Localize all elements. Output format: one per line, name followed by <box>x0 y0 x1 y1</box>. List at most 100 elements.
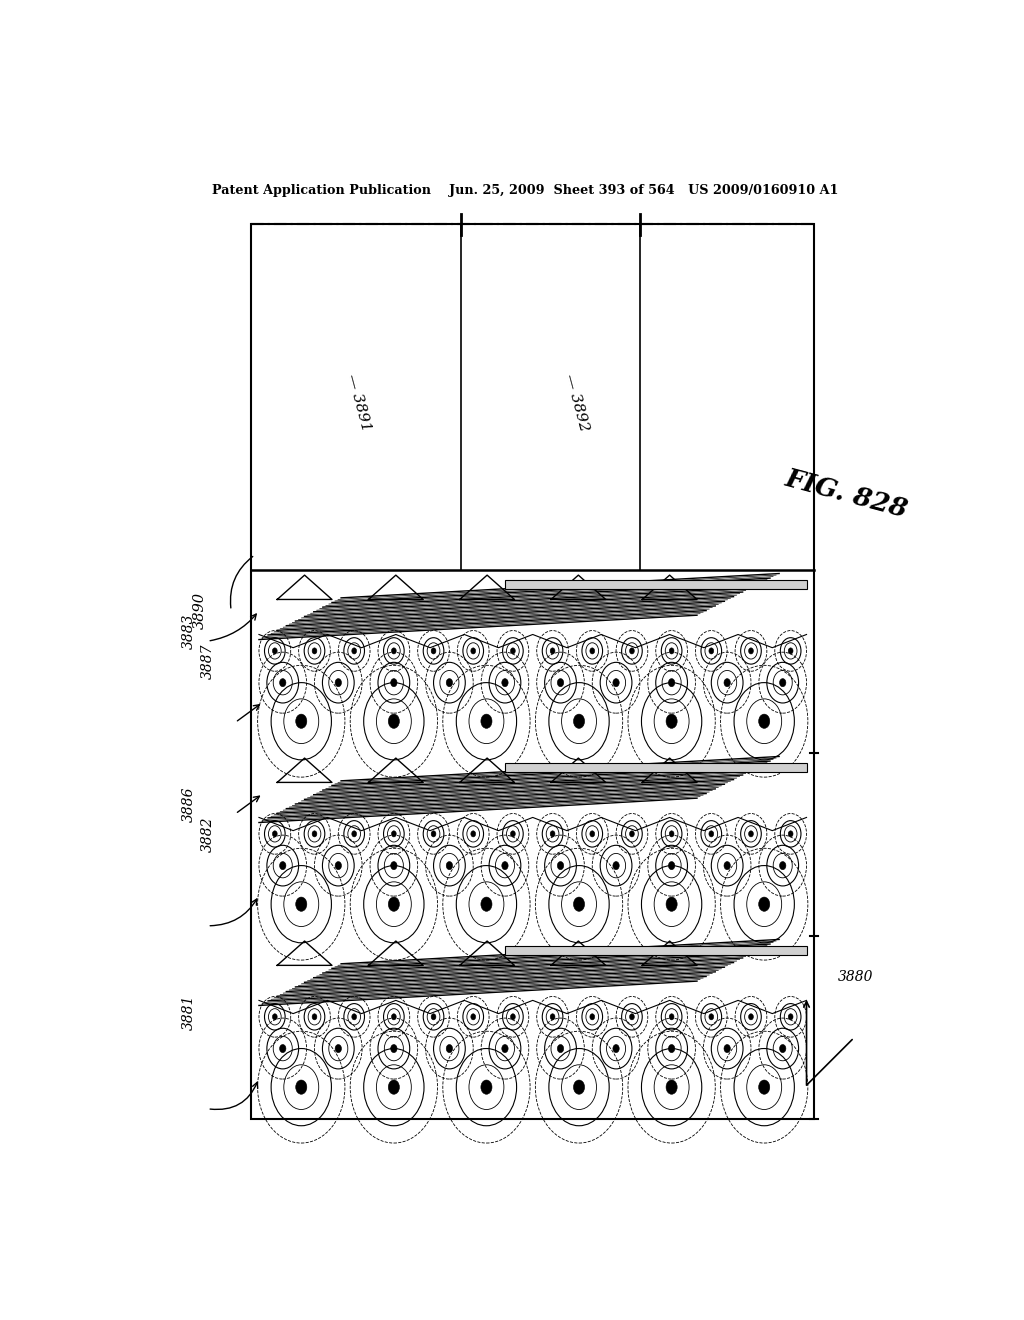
Circle shape <box>557 1044 563 1052</box>
Text: 3883: 3883 <box>181 614 196 648</box>
Circle shape <box>352 648 356 653</box>
Circle shape <box>630 648 634 653</box>
Circle shape <box>272 648 278 653</box>
Circle shape <box>471 648 475 653</box>
Circle shape <box>759 1080 770 1094</box>
Circle shape <box>446 678 453 686</box>
Circle shape <box>272 830 278 837</box>
Bar <box>506 763 807 772</box>
Circle shape <box>431 648 436 653</box>
Circle shape <box>388 1080 399 1094</box>
Circle shape <box>709 1014 714 1020</box>
Circle shape <box>335 1044 341 1052</box>
Text: — 3891: — 3891 <box>344 372 373 433</box>
Circle shape <box>669 1044 675 1052</box>
Circle shape <box>749 648 754 653</box>
Circle shape <box>779 1044 785 1052</box>
Circle shape <box>471 1014 475 1020</box>
Circle shape <box>779 678 785 686</box>
Circle shape <box>670 830 674 837</box>
Circle shape <box>788 1014 793 1020</box>
Circle shape <box>352 1014 356 1020</box>
Circle shape <box>759 898 770 911</box>
Circle shape <box>590 1014 595 1020</box>
Circle shape <box>280 678 286 686</box>
Circle shape <box>709 830 714 837</box>
Circle shape <box>573 714 585 729</box>
Circle shape <box>666 898 677 911</box>
Circle shape <box>669 862 675 870</box>
Circle shape <box>779 862 785 870</box>
Circle shape <box>391 1044 397 1052</box>
Circle shape <box>557 862 563 870</box>
Circle shape <box>511 648 515 653</box>
Circle shape <box>391 862 397 870</box>
Circle shape <box>280 1044 286 1052</box>
Circle shape <box>573 1080 585 1094</box>
Circle shape <box>613 1044 620 1052</box>
Text: 3886: 3886 <box>181 787 196 821</box>
Circle shape <box>471 830 475 837</box>
Circle shape <box>391 678 397 686</box>
Circle shape <box>550 1014 555 1020</box>
Circle shape <box>669 678 675 686</box>
Circle shape <box>481 1080 492 1094</box>
Circle shape <box>481 898 492 911</box>
Circle shape <box>446 1044 453 1052</box>
Text: 3881: 3881 <box>181 994 196 1030</box>
Circle shape <box>296 898 307 911</box>
Circle shape <box>709 648 714 653</box>
Circle shape <box>502 862 508 870</box>
Circle shape <box>749 1014 754 1020</box>
Circle shape <box>388 714 399 729</box>
Circle shape <box>502 678 508 686</box>
Circle shape <box>391 1014 396 1020</box>
Circle shape <box>391 830 396 837</box>
Circle shape <box>590 830 595 837</box>
Circle shape <box>431 830 436 837</box>
Circle shape <box>312 648 316 653</box>
Text: — 3892: — 3892 <box>562 372 591 433</box>
Circle shape <box>446 862 453 870</box>
Circle shape <box>557 678 563 686</box>
Bar <box>506 946 807 954</box>
Circle shape <box>335 862 341 870</box>
Circle shape <box>724 1044 730 1052</box>
Circle shape <box>670 1014 674 1020</box>
Circle shape <box>788 830 793 837</box>
Circle shape <box>550 648 555 653</box>
Circle shape <box>272 1014 278 1020</box>
Circle shape <box>502 1044 508 1052</box>
Circle shape <box>613 862 620 870</box>
Text: Patent Application Publication    Jun. 25, 2009  Sheet 393 of 564   US 2009/0160: Patent Application Publication Jun. 25, … <box>212 185 838 198</box>
Circle shape <box>511 830 515 837</box>
Circle shape <box>759 714 770 729</box>
Text: 3882: 3882 <box>202 817 215 851</box>
Bar <box>251 224 814 1119</box>
Circle shape <box>280 862 286 870</box>
Bar <box>506 581 807 589</box>
Circle shape <box>296 1080 307 1094</box>
Circle shape <box>613 678 620 686</box>
Text: FIG. 828: FIG. 828 <box>782 466 910 523</box>
Circle shape <box>749 830 754 837</box>
Circle shape <box>670 648 674 653</box>
Circle shape <box>391 648 396 653</box>
Text: 3890: 3890 <box>193 593 207 630</box>
Circle shape <box>630 830 634 837</box>
Text: 3887: 3887 <box>202 644 215 680</box>
Circle shape <box>630 1014 634 1020</box>
Circle shape <box>666 1080 677 1094</box>
Circle shape <box>352 830 356 837</box>
Circle shape <box>312 830 316 837</box>
Circle shape <box>590 648 595 653</box>
Text: 3880: 3880 <box>839 970 873 983</box>
Circle shape <box>312 1014 316 1020</box>
Circle shape <box>296 714 307 729</box>
Circle shape <box>511 1014 515 1020</box>
Circle shape <box>573 898 585 911</box>
Circle shape <box>666 714 677 729</box>
Circle shape <box>724 678 730 686</box>
Circle shape <box>788 648 793 653</box>
Circle shape <box>724 862 730 870</box>
